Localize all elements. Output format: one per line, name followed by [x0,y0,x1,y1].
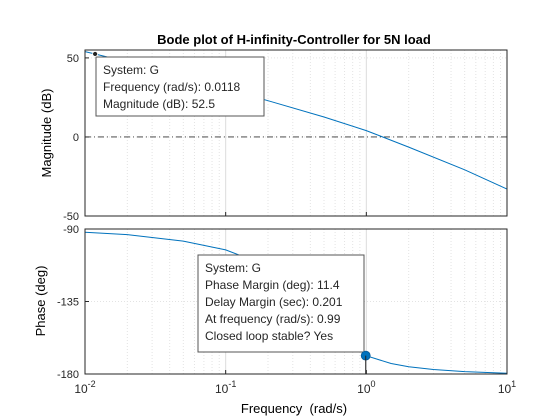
undefined-datatip-box [95,56,265,117]
magnitude-axes-box [84,49,508,217]
phase-y-ticks: -90 -135 -180 [57,224,508,381]
phase-datatip[interactable]: System: G Phase Margin (deg): 11.4 Delay M… [197,254,371,374]
undefined-datatip-line: Magnitude (dB): 52.5 [103,97,215,111]
undefined-datatip-line: System: G [103,63,159,77]
magnitude-y-ticks: 50 0 -50 [63,53,508,223]
undefined-y-tick-label: -90 [63,224,79,236]
undefined-y-tick-label: -135 [57,297,79,309]
chart-title: Bode plot of H-infinity-Controller for 5… [157,32,431,47]
undefined-datatip-box [197,254,365,353]
undefined-y-tick-label: 50 [67,53,79,65]
x-tick-label: 100 [357,379,375,396]
undefined-y-tick-label: 0 [73,132,79,144]
x-tick-label: 101 [498,379,516,396]
undefined-datatip-line: Frequency (rad/s): 0.0118 [103,80,241,94]
magnitude-y-label: Magnitude (dB) [39,89,54,178]
undefined-datatip-line: Closed loop stable? Yes [205,329,333,343]
magnitude-datatip[interactable]: System: G Frequency (rad/s): 0.0118 Magnit… [92,51,265,117]
phase-y-label: Phase (deg) [33,266,48,337]
x-axis-label: Frequency (rad/s) [241,401,347,416]
undefined-datatip-marker[interactable] [92,51,99,57]
x-tick-label: 10-1 [215,379,236,396]
x-tick-label: 10-2 [74,379,95,396]
undefined-datatip-line: System: G [205,261,261,275]
undefined-datatip-line: Delay Margin (sec): 0.201 [205,295,343,309]
phase-panel: -90 -135 -180 Phase (deg) System: G Phase M… [33,224,508,381]
undefined-datatip-line: At frequency (rad/s): 0.99 [205,312,341,326]
undefined-datatip-line: Phase Margin (deg): 11.4 [205,278,340,292]
undefined-y-tick-label: -50 [63,211,79,223]
x-tick-labels: 10-2 10-1 100 101 [74,379,516,396]
undefined-y-tick-label: -180 [57,369,79,381]
magnitude-panel: 50 0 -50 Magnitude (dB) System: G Frequency… [39,49,508,223]
